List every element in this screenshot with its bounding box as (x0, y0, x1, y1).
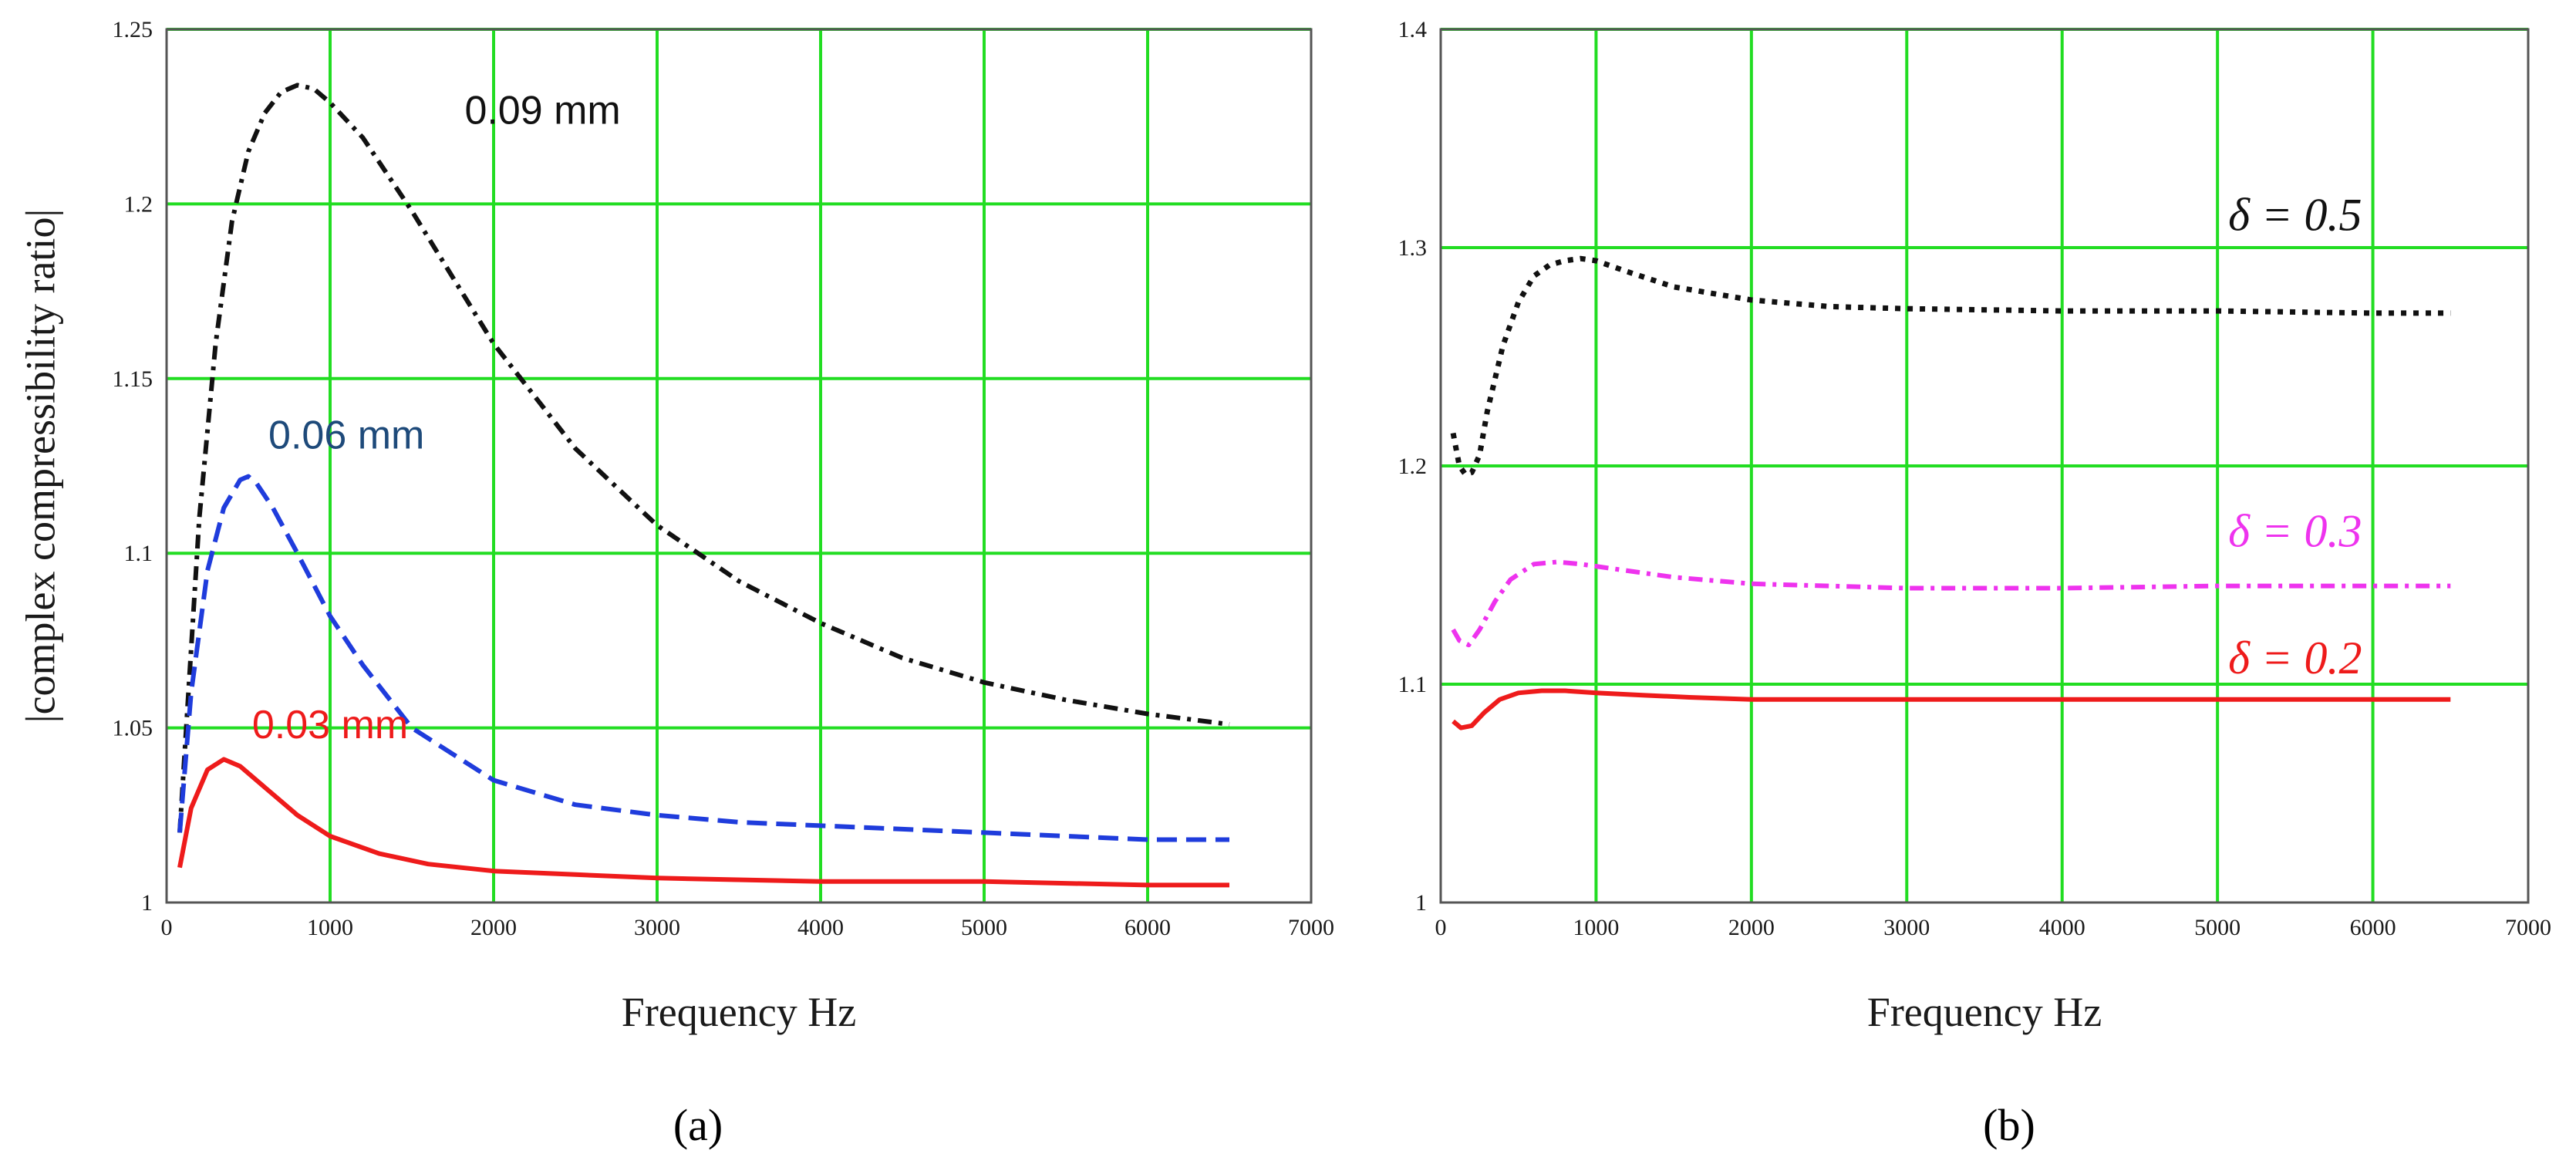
annotation-0-03-mm: 0.03 mm (252, 703, 408, 747)
series-line--0-5 (1450, 255, 2451, 477)
panel-b-xtick: 1000 (1573, 915, 1619, 940)
series-line-0-06-mm (177, 474, 1229, 842)
panel-b-ytick: 1 (1415, 890, 1427, 916)
panel-a-xtick: 1000 (307, 915, 353, 940)
panel-a-xtick: 5000 (961, 915, 1007, 940)
annotation-delta-0-3: δ = 0.3 (2228, 506, 2362, 557)
annotation-delta-0-5: δ = 0.5 (2228, 189, 2362, 240)
panel-b-series (1450, 255, 2451, 730)
panel-b-x-ticks: 0 1000 2000 3000 4000 5000 6000 7000 (1435, 915, 2552, 940)
panel-a-annotations: 0.09 mm 0.06 mm 0.03 mm (252, 88, 621, 747)
annotation-0-09-mm: 0.09 mm (464, 88, 620, 133)
panel-b-annotations: δ = 0.5 δ = 0.3 δ = 0.2 (2228, 189, 2362, 683)
series-line--0-2 (1452, 688, 2451, 730)
panel-b-gridlines (1441, 28, 2528, 903)
panel-a-ytick: 1.15 (113, 366, 153, 392)
panel-b-xtick: 3000 (1883, 915, 1930, 940)
panel-a-xtick: 0 (161, 915, 173, 940)
panel-a-frame (165, 28, 1313, 904)
panel-a-ytick: 1 (141, 890, 153, 916)
panel-b-x-axis-label: Frequency Hz (1867, 989, 2102, 1035)
panel-a-xtick: 4000 (797, 915, 844, 940)
panel-b-xtick: 4000 (2039, 915, 2085, 940)
panel-a-series (177, 83, 1230, 888)
panel-a: 0.09 mm 0.06 mm 0.03 mm 0 1000 2000 3000… (17, 17, 1334, 1150)
annotation-delta-0-2: δ = 0.2 (2228, 633, 2362, 683)
panel-b: δ = 0.5 δ = 0.3 δ = 0.2 0 1000 2000 3000… (1398, 17, 2552, 1150)
panel-b-xtick: 0 (1435, 915, 1447, 940)
panel-b-xtick: 2000 (1728, 915, 1775, 940)
panel-a-y-ticks: 1 1.05 1.1 1.15 1.2 1.25 (113, 17, 153, 916)
panel-a-label: (a) (673, 1100, 723, 1150)
panel-b-y-ticks: 1 1.1 1.2 1.3 1.4 (1398, 17, 1428, 916)
panel-b-frame (1439, 28, 2530, 904)
panel-a-ytick: 1.2 (124, 191, 153, 217)
panel-a-y-axis-label: |complex compressibility ratio| (17, 209, 63, 723)
panel-b-ytick: 1.2 (1398, 454, 1428, 479)
panel-a-gridlines (167, 28, 1311, 903)
panel-a-xtick: 7000 (1288, 915, 1334, 940)
panel-b-label: (b) (1983, 1100, 2035, 1150)
panel-a-xtick: 2000 (470, 915, 517, 940)
panel-b-xtick: 6000 (2350, 915, 2396, 940)
panel-a-ytick: 1.05 (113, 716, 153, 741)
panel-a-ytick: 1.1 (124, 541, 153, 566)
annotation-0-06-mm: 0.06 mm (268, 413, 424, 457)
panel-b-ytick: 1.4 (1398, 17, 1428, 42)
panel-a-xtick: 6000 (1124, 915, 1171, 940)
panel-a-xtick: 3000 (634, 915, 680, 940)
series-line--0-3 (1451, 559, 2451, 648)
panel-b-ytick: 1.3 (1398, 235, 1428, 261)
panel-b-xtick: 7000 (2505, 915, 2551, 940)
panel-a-x-axis-label: Frequency Hz (622, 989, 856, 1035)
series-line-0-03-mm (177, 757, 1229, 888)
panel-a-x-ticks: 0 1000 2000 3000 4000 5000 6000 7000 (161, 915, 1335, 940)
panel-a-ytick: 1.25 (113, 17, 153, 42)
panel-b-xtick: 5000 (2194, 915, 2241, 940)
panel-b-ytick: 1.1 (1398, 672, 1428, 697)
